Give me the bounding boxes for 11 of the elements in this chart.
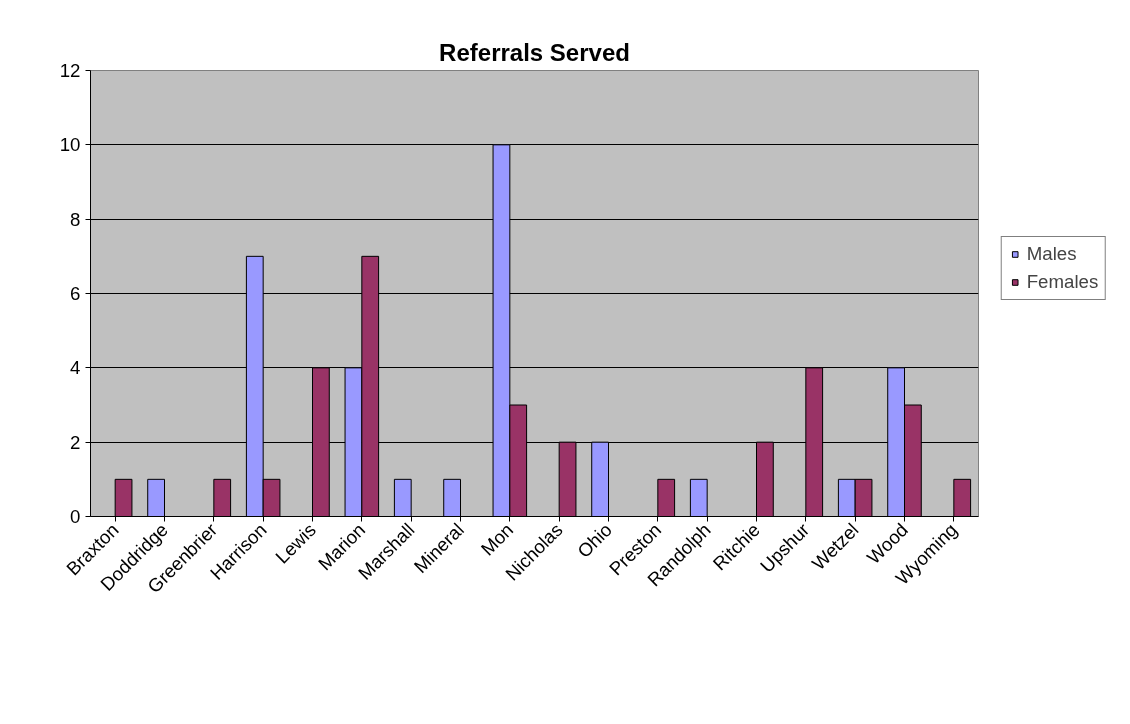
y-tick-label: 10: [59, 134, 81, 156]
y-tick-label: 12: [59, 60, 81, 81]
y-tick-label: 2: [70, 431, 81, 453]
y-tick-label: 6: [70, 283, 81, 304]
legend-label: Males: [1026, 242, 1077, 265]
y-tick-label: 4: [70, 357, 81, 379]
y-tick-label: 8: [70, 208, 81, 230]
y-tick-label: 0: [70, 506, 81, 527]
chart-title: Referrals Served: [439, 38, 630, 66]
x-tick-label: Ohio: [573, 519, 616, 562]
legend-label: Females: [1026, 270, 1099, 293]
